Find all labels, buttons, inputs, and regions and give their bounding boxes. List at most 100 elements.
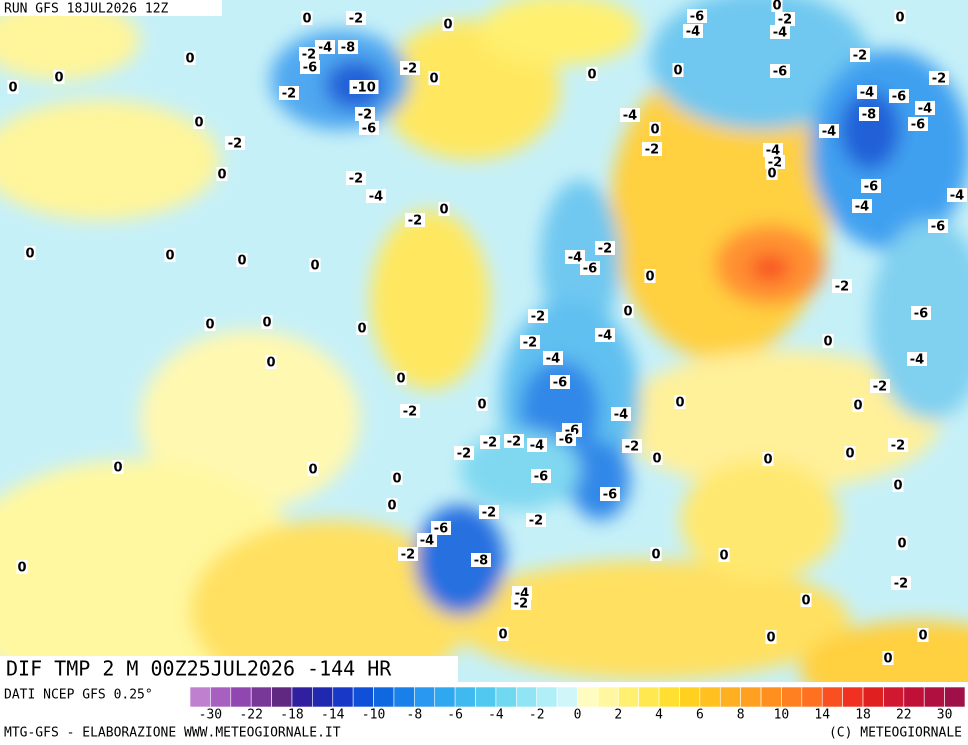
contour-label: 0 bbox=[205, 318, 214, 333]
contour-label: 0 bbox=[308, 463, 317, 478]
contour-label: 0 bbox=[392, 472, 401, 487]
contour-label: -2 bbox=[358, 108, 372, 123]
contour-label: 0 bbox=[54, 71, 63, 86]
label-box bbox=[550, 375, 570, 389]
label-box bbox=[672, 63, 684, 77]
contour-label: 0 bbox=[767, 167, 776, 182]
contour-label: -6 bbox=[362, 122, 376, 137]
label-box bbox=[800, 593, 812, 607]
label-box bbox=[400, 61, 420, 75]
label-box bbox=[309, 258, 321, 272]
contour-label: -2 bbox=[228, 137, 242, 152]
colorbar-swatch bbox=[230, 686, 252, 708]
colorbar-swatch bbox=[434, 686, 456, 708]
label-box bbox=[622, 439, 642, 453]
label-box bbox=[511, 596, 531, 610]
contour-label: 0 bbox=[357, 322, 366, 337]
label-box bbox=[870, 379, 890, 393]
label-box bbox=[674, 395, 686, 409]
label-box bbox=[622, 304, 634, 318]
contour-label: -2 bbox=[403, 405, 417, 420]
contour-label: -6 bbox=[559, 433, 573, 448]
contour-label: -4 bbox=[318, 41, 332, 56]
label-box bbox=[528, 309, 548, 323]
label-box bbox=[595, 328, 615, 342]
contour-label: 0 bbox=[8, 81, 17, 96]
colorbar-tick-label: 18 bbox=[855, 708, 871, 723]
colorbar-tick-label: 6 bbox=[696, 708, 704, 723]
label-box bbox=[386, 498, 398, 512]
label-box bbox=[687, 9, 707, 23]
label-box bbox=[765, 630, 777, 644]
label-box bbox=[338, 40, 358, 54]
label-box bbox=[543, 351, 563, 365]
label-box bbox=[112, 460, 124, 474]
contour-label: -4 bbox=[546, 352, 560, 367]
contour-label: -6 bbox=[583, 262, 597, 277]
label-box bbox=[908, 117, 928, 131]
label-box bbox=[307, 462, 319, 476]
colorbar-swatch bbox=[332, 686, 354, 708]
colorbar-tick-label: 10 bbox=[774, 708, 790, 723]
label-box bbox=[204, 317, 216, 331]
contour-label: -2 bbox=[531, 310, 545, 325]
label-box bbox=[7, 80, 19, 94]
label-box bbox=[819, 124, 839, 138]
contour-label: 0 bbox=[897, 537, 906, 552]
colorbar-swatch bbox=[842, 686, 864, 708]
contour-label: -6 bbox=[864, 180, 878, 195]
label-box bbox=[398, 547, 418, 561]
label-box bbox=[454, 446, 474, 460]
contour-label: 0 bbox=[17, 561, 26, 576]
label-box bbox=[859, 107, 879, 121]
label-box bbox=[395, 371, 407, 385]
colorbar-tick-label: -4 bbox=[488, 708, 504, 723]
contour-label: -2 bbox=[482, 506, 496, 521]
contour-label: -4 bbox=[530, 439, 544, 454]
label-box bbox=[857, 85, 877, 99]
contour-label: 0 bbox=[623, 305, 632, 320]
label-box bbox=[480, 435, 500, 449]
contour-label: 0 bbox=[237, 254, 246, 269]
contour-label: 0 bbox=[845, 447, 854, 462]
colorbar-swatch bbox=[414, 686, 436, 708]
contour-label: -2 bbox=[645, 143, 659, 158]
colorbar-tick-label: 2 bbox=[614, 708, 622, 723]
contour-label: 0 bbox=[439, 203, 448, 218]
contour-label: 0 bbox=[113, 461, 122, 476]
run-label: RUN GFS 18JUL2026 12Z bbox=[4, 2, 169, 17]
label-box bbox=[718, 548, 730, 562]
contour-label: -2 bbox=[523, 336, 537, 351]
label-box bbox=[405, 213, 425, 227]
colorbar-swatch bbox=[352, 686, 374, 708]
contour-label: -2 bbox=[483, 436, 497, 451]
label-box bbox=[947, 188, 967, 202]
contour-label: -2 bbox=[873, 380, 887, 395]
colorbar-swatch bbox=[250, 686, 272, 708]
contour-label: -2 bbox=[349, 12, 363, 27]
contour-label: 0 bbox=[772, 0, 781, 14]
colorbar-swatch bbox=[271, 686, 293, 708]
contour-label: -4 bbox=[950, 189, 964, 204]
contour-label: -8 bbox=[474, 554, 488, 569]
contour-label: 0 bbox=[302, 12, 311, 27]
label-box bbox=[683, 24, 703, 38]
label-box bbox=[442, 17, 454, 31]
contour-label: 0 bbox=[763, 453, 772, 468]
label-box bbox=[928, 219, 948, 233]
label-box bbox=[586, 67, 598, 81]
contour-label: -2 bbox=[302, 48, 316, 63]
credit-label: MTG-GFS - ELABORAZIONE WWW.METEOGIORNALE… bbox=[4, 726, 341, 741]
label-box bbox=[852, 199, 872, 213]
contour-label: -2 bbox=[598, 242, 612, 257]
contour-label: 0 bbox=[673, 64, 682, 79]
contour-label: -4 bbox=[822, 125, 836, 140]
label-box bbox=[349, 80, 379, 94]
colorbar-swatch bbox=[944, 686, 966, 708]
contour-label: 0 bbox=[645, 270, 654, 285]
contour-label: 0 bbox=[650, 123, 659, 138]
contour-label: 0 bbox=[766, 631, 775, 646]
label-box bbox=[504, 434, 524, 448]
label-box bbox=[580, 261, 600, 275]
colorbar-swatch bbox=[719, 686, 741, 708]
